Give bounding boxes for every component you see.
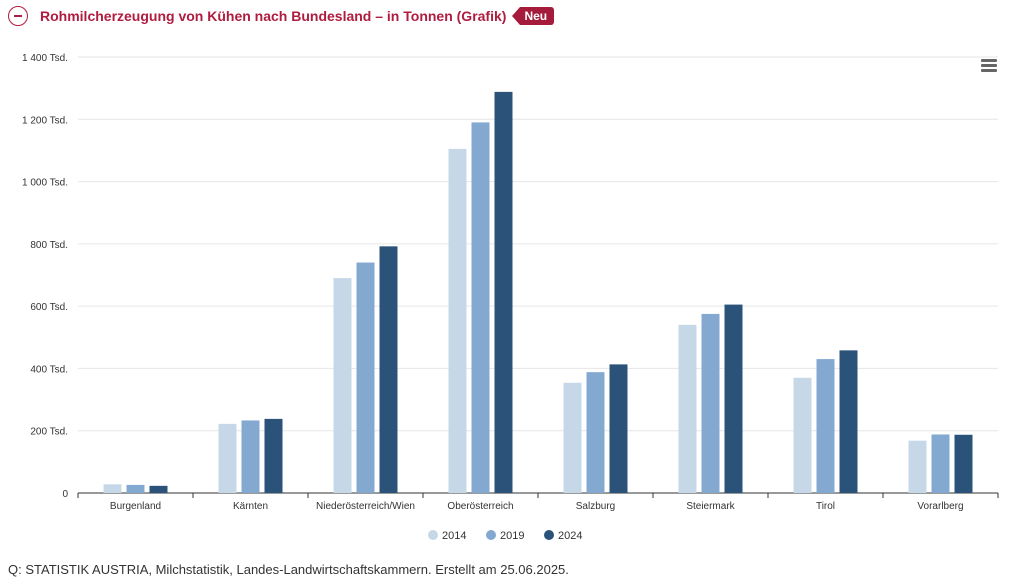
x-tick-label: Niederösterreich/Wien [316,501,415,512]
bar-2019[interactable] [126,484,145,493]
legend-marker[interactable] [428,530,438,540]
new-badge-label: Neu [520,7,555,25]
bar-2014[interactable] [563,382,582,493]
legend-label[interactable]: 2019 [500,530,524,542]
bar-2014[interactable] [678,324,697,493]
y-tick-label: 400 Tsd. [30,364,68,375]
bar-2019[interactable] [241,420,260,493]
y-tick-label: 1 400 Tsd. [22,53,68,64]
collapse-icon[interactable] [8,6,28,26]
bar-2019[interactable] [701,313,720,493]
bar-2019[interactable] [931,434,950,493]
hamburger-menu-icon[interactable] [981,59,997,73]
y-tick-label: 200 Tsd. [30,427,68,438]
bar-2014[interactable] [103,484,122,493]
y-tick-label: 800 Tsd. [30,240,68,251]
bar-2024[interactable] [264,418,283,493]
bar-chart: 0 200 Tsd. 400 Tsd. 600 Tsd. 800 Tsd. 1 000 T… [22,53,999,542]
source-note: Q: STATISTIK AUSTRIA, Milchstatistik, La… [8,562,569,577]
legend-marker[interactable] [486,530,496,540]
bar-2014[interactable] [218,423,237,493]
bar-2014[interactable] [793,377,812,493]
bar-2024[interactable] [149,485,168,493]
x-tick-label: Burgenland [110,501,161,512]
bar-2024[interactable] [494,91,513,493]
x-tick-label: Kärnten [233,501,268,512]
x-tick-label: Tirol [816,501,835,512]
y-tick-label: 0 [62,489,68,500]
legend-label[interactable]: 2014 [442,530,466,542]
bar-2019[interactable] [356,262,375,493]
bar-2024[interactable] [724,304,743,493]
legend-label[interactable]: 2024 [558,530,582,542]
bar-2024[interactable] [609,364,628,493]
chart-title[interactable]: Rohmilcherzeugung von Kühen nach Bundesl… [40,8,507,24]
x-tick-label: Oberösterreich [447,501,513,512]
chart-header: Rohmilcherzeugung von Kühen nach Bundesl… [8,4,555,28]
bar-2019[interactable] [586,372,605,493]
x-tick-label: Vorarlberg [917,501,963,512]
x-tick-label: Salzburg [576,501,615,512]
y-tick-label: 600 Tsd. [30,302,68,313]
bar-2024[interactable] [954,434,973,493]
bar-2014[interactable] [448,148,467,493]
bar-2014[interactable] [908,440,927,493]
x-tick-label: Steiermark [686,501,735,512]
bar-2014[interactable] [333,278,352,493]
bar-2024[interactable] [379,246,398,493]
bar-2024[interactable] [839,350,858,493]
bar-2019[interactable] [471,122,490,494]
new-badge: Neu [512,7,555,25]
bar-2019[interactable] [816,359,835,493]
legend-marker[interactable] [544,530,554,540]
y-tick-label: 1 000 Tsd. [22,178,68,189]
y-tick-label: 1 200 Tsd. [22,115,68,126]
